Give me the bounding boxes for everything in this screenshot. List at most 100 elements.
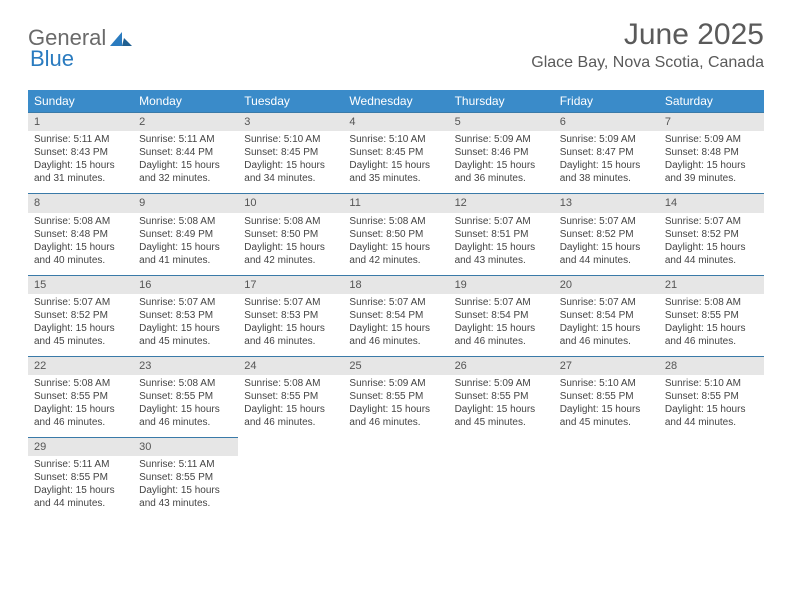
- daylight-1: Daylight: 15 hours: [34, 403, 127, 416]
- calendar-body: 1Sunrise: 5:11 AMSunset: 8:43 PMDaylight…: [28, 112, 764, 518]
- day-cell: 16Sunrise: 5:07 AMSunset: 8:53 PMDayligh…: [133, 275, 238, 356]
- daylight-2: and 38 minutes.: [560, 172, 653, 185]
- daylight-1: Daylight: 15 hours: [34, 159, 127, 172]
- sunset: Sunset: 8:50 PM: [349, 228, 442, 241]
- daylight-2: and 46 minutes.: [665, 335, 758, 348]
- day-info: Sunrise: 5:08 AMSunset: 8:50 PMDaylight:…: [343, 213, 448, 275]
- day-number: 19: [449, 275, 554, 294]
- daylight-2: and 45 minutes.: [34, 335, 127, 348]
- sunset: Sunset: 8:48 PM: [34, 228, 127, 241]
- day-number: 14: [659, 193, 764, 212]
- day-info: Sunrise: 5:11 AMSunset: 8:44 PMDaylight:…: [133, 131, 238, 193]
- logo-text-2: Blue: [30, 46, 74, 72]
- day-info: Sunrise: 5:11 AMSunset: 8:55 PMDaylight:…: [133, 456, 238, 518]
- day-number: 23: [133, 356, 238, 375]
- week-row: 22Sunrise: 5:08 AMSunset: 8:55 PMDayligh…: [28, 356, 764, 437]
- title-block: June 2025 Glace Bay, Nova Scotia, Canada: [531, 18, 764, 72]
- sunset: Sunset: 8:48 PM: [665, 146, 758, 159]
- day-info: Sunrise: 5:08 AMSunset: 8:49 PMDaylight:…: [133, 213, 238, 275]
- sunrise: Sunrise: 5:07 AM: [560, 296, 653, 309]
- sunrise: Sunrise: 5:09 AM: [455, 377, 548, 390]
- sunset: Sunset: 8:45 PM: [244, 146, 337, 159]
- day-cell: 26Sunrise: 5:09 AMSunset: 8:55 PMDayligh…: [449, 356, 554, 437]
- sunrise: Sunrise: 5:08 AM: [665, 296, 758, 309]
- day-number: 16: [133, 275, 238, 294]
- daylight-1: Daylight: 15 hours: [455, 322, 548, 335]
- day-number: 29: [28, 437, 133, 456]
- day-number: 6: [554, 112, 659, 131]
- sunrise: Sunrise: 5:08 AM: [34, 215, 127, 228]
- day-info: Sunrise: 5:10 AMSunset: 8:45 PMDaylight:…: [238, 131, 343, 193]
- day-info: Sunrise: 5:10 AMSunset: 8:45 PMDaylight:…: [343, 131, 448, 193]
- day-number: 26: [449, 356, 554, 375]
- calendar-table: Sunday Monday Tuesday Wednesday Thursday…: [28, 90, 764, 518]
- daylight-2: and 46 minutes.: [560, 335, 653, 348]
- daylight-1: Daylight: 15 hours: [139, 159, 232, 172]
- week-row: 15Sunrise: 5:07 AMSunset: 8:52 PMDayligh…: [28, 275, 764, 356]
- day-info: Sunrise: 5:07 AMSunset: 8:54 PMDaylight:…: [343, 294, 448, 356]
- sunset: Sunset: 8:50 PM: [244, 228, 337, 241]
- day-cell: 11Sunrise: 5:08 AMSunset: 8:50 PMDayligh…: [343, 193, 448, 274]
- day-cell: 22Sunrise: 5:08 AMSunset: 8:55 PMDayligh…: [28, 356, 133, 437]
- sunset: Sunset: 8:52 PM: [560, 228, 653, 241]
- month-title: June 2025: [531, 18, 764, 52]
- sunset: Sunset: 8:54 PM: [349, 309, 442, 322]
- sunrise: Sunrise: 5:07 AM: [349, 296, 442, 309]
- day-number: 1: [28, 112, 133, 131]
- day-number: 25: [343, 356, 448, 375]
- day-info: Sunrise: 5:07 AMSunset: 8:52 PMDaylight:…: [554, 213, 659, 275]
- day-number: 9: [133, 193, 238, 212]
- daylight-2: and 43 minutes.: [139, 497, 232, 510]
- day-info: Sunrise: 5:07 AMSunset: 8:52 PMDaylight:…: [659, 213, 764, 275]
- day-number: 5: [449, 112, 554, 131]
- daylight-1: Daylight: 15 hours: [665, 159, 758, 172]
- daylight-1: Daylight: 15 hours: [244, 159, 337, 172]
- daylight-1: Daylight: 15 hours: [665, 403, 758, 416]
- daylight-2: and 43 minutes.: [455, 254, 548, 267]
- daylight-1: Daylight: 15 hours: [455, 159, 548, 172]
- daylight-1: Daylight: 15 hours: [455, 241, 548, 254]
- day-cell: 7Sunrise: 5:09 AMSunset: 8:48 PMDaylight…: [659, 112, 764, 193]
- daylight-1: Daylight: 15 hours: [139, 403, 232, 416]
- daylight-1: Daylight: 15 hours: [560, 322, 653, 335]
- sunrise: Sunrise: 5:09 AM: [560, 133, 653, 146]
- sunrise: Sunrise: 5:08 AM: [244, 215, 337, 228]
- day-info: Sunrise: 5:08 AMSunset: 8:48 PMDaylight:…: [28, 213, 133, 275]
- sunset: Sunset: 8:54 PM: [455, 309, 548, 322]
- sunrise: Sunrise: 5:07 AM: [455, 296, 548, 309]
- day-number: 3: [238, 112, 343, 131]
- daylight-1: Daylight: 15 hours: [560, 403, 653, 416]
- daylight-1: Daylight: 15 hours: [665, 241, 758, 254]
- week-row: 8Sunrise: 5:08 AMSunset: 8:48 PMDaylight…: [28, 193, 764, 274]
- day-cell: 15Sunrise: 5:07 AMSunset: 8:52 PMDayligh…: [28, 275, 133, 356]
- sunrise: Sunrise: 5:07 AM: [455, 215, 548, 228]
- day-info: Sunrise: 5:08 AMSunset: 8:50 PMDaylight:…: [238, 213, 343, 275]
- sunrise: Sunrise: 5:08 AM: [34, 377, 127, 390]
- day-info: Sunrise: 5:09 AMSunset: 8:48 PMDaylight:…: [659, 131, 764, 193]
- sunrise: Sunrise: 5:08 AM: [244, 377, 337, 390]
- weekday-wed: Wednesday: [343, 90, 448, 112]
- daylight-1: Daylight: 15 hours: [244, 241, 337, 254]
- sunset: Sunset: 8:49 PM: [139, 228, 232, 241]
- sunrise: Sunrise: 5:07 AM: [560, 215, 653, 228]
- day-number: 15: [28, 275, 133, 294]
- weekday-tue: Tuesday: [238, 90, 343, 112]
- day-info: Sunrise: 5:08 AMSunset: 8:55 PMDaylight:…: [659, 294, 764, 356]
- sunset: Sunset: 8:55 PM: [349, 390, 442, 403]
- day-cell: 29Sunrise: 5:11 AMSunset: 8:55 PMDayligh…: [28, 437, 133, 518]
- day-cell: 21Sunrise: 5:08 AMSunset: 8:55 PMDayligh…: [659, 275, 764, 356]
- weekday-fri: Friday: [554, 90, 659, 112]
- day-info: Sunrise: 5:07 AMSunset: 8:53 PMDaylight:…: [238, 294, 343, 356]
- day-cell: 25Sunrise: 5:09 AMSunset: 8:55 PMDayligh…: [343, 356, 448, 437]
- day-cell: 6Sunrise: 5:09 AMSunset: 8:47 PMDaylight…: [554, 112, 659, 193]
- day-number: 13: [554, 193, 659, 212]
- day-cell: 1Sunrise: 5:11 AMSunset: 8:43 PMDaylight…: [28, 112, 133, 193]
- sunset: Sunset: 8:55 PM: [139, 471, 232, 484]
- daylight-2: and 46 minutes.: [244, 335, 337, 348]
- sunrise: Sunrise: 5:10 AM: [244, 133, 337, 146]
- daylight-1: Daylight: 15 hours: [34, 322, 127, 335]
- daylight-2: and 42 minutes.: [349, 254, 442, 267]
- day-info: Sunrise: 5:07 AMSunset: 8:53 PMDaylight:…: [133, 294, 238, 356]
- day-cell: 13Sunrise: 5:07 AMSunset: 8:52 PMDayligh…: [554, 193, 659, 274]
- daylight-1: Daylight: 15 hours: [349, 322, 442, 335]
